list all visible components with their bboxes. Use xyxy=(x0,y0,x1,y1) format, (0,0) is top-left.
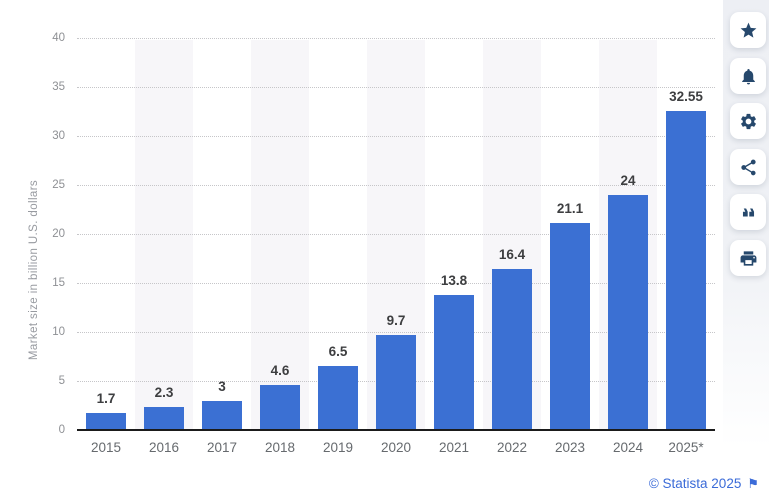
share-icon xyxy=(740,159,756,175)
printer-icon xyxy=(740,250,756,266)
flag-icon: ⚑ xyxy=(747,476,759,491)
bar-2015[interactable] xyxy=(86,413,126,430)
quote-icon xyxy=(742,208,754,216)
x-tick-label-2024: 2024 xyxy=(612,440,644,455)
y-tick-label-25: 25 xyxy=(52,178,65,191)
plot-band-2018 xyxy=(251,40,309,430)
gridline-35 xyxy=(77,87,715,88)
x-tick-label-2015: 2015 xyxy=(90,440,122,455)
x-tick-label-2025*: 2025* xyxy=(668,440,704,455)
cite-button[interactable] xyxy=(730,194,766,230)
value-label-2023: 21.1 xyxy=(556,201,584,217)
x-tick-label-2020: 2020 xyxy=(380,440,412,455)
statista-attribution-link[interactable]: © Statista 2025 ⚑ xyxy=(649,476,759,491)
gridline-30 xyxy=(77,136,715,137)
bar-2022[interactable] xyxy=(492,269,532,430)
bar-2025*[interactable] xyxy=(666,111,706,430)
value-label-2024: 24 xyxy=(620,172,636,188)
value-label-2016: 2.3 xyxy=(154,385,174,401)
plot-band-2016 xyxy=(135,40,193,430)
value-label-2025*: 32.55 xyxy=(669,89,703,104)
y-tick-label-0: 0 xyxy=(58,423,65,436)
bar-2016[interactable] xyxy=(144,407,184,430)
x-tick-label-2022: 2022 xyxy=(496,440,528,455)
value-label-2019: 6.5 xyxy=(328,344,348,360)
bar-2024[interactable] xyxy=(608,194,648,430)
y-tick-label-35: 35 xyxy=(52,80,65,93)
x-tick-label-2023: 2023 xyxy=(554,440,586,455)
y-tick-label-40: 40 xyxy=(52,31,65,44)
settings-button[interactable] xyxy=(730,103,766,139)
alerts-button[interactable] xyxy=(730,58,766,94)
x-axis-line xyxy=(77,429,715,431)
bar-2017[interactable] xyxy=(202,400,242,430)
y-tick-label-10: 10 xyxy=(52,325,65,338)
value-label-2020: 9.7 xyxy=(386,312,406,328)
bar-2021[interactable] xyxy=(434,294,474,430)
x-tick-label-2018: 2018 xyxy=(264,440,296,455)
star-icon xyxy=(740,22,756,38)
value-label-2018: 4.6 xyxy=(270,362,290,378)
gridline-10 xyxy=(77,332,715,333)
bar-2018[interactable] xyxy=(260,384,300,430)
attribution-text: © Statista 2025 xyxy=(648,476,742,491)
x-tick-label-2021: 2021 xyxy=(438,440,470,455)
gridline-40 xyxy=(77,38,715,39)
value-label-2021: 13.8 xyxy=(440,272,468,288)
x-tick-label-2017: 2017 xyxy=(206,440,238,455)
print-button[interactable] xyxy=(730,240,766,276)
y-tick-label-15: 15 xyxy=(52,276,65,289)
bell-icon xyxy=(741,68,755,84)
share-button[interactable] xyxy=(730,149,766,185)
y-tick-label-5: 5 xyxy=(58,374,65,387)
favorite-button[interactable] xyxy=(730,12,766,48)
gridline-25 xyxy=(77,185,715,186)
y-tick-label-30: 30 xyxy=(52,129,65,142)
plot-area: 0 5 10 15 20 25 30 35 40 1.7 2015 2.3 2016 3 2017 4.6 20… xyxy=(52,32,715,454)
bar-2023[interactable] xyxy=(550,223,590,430)
bar-2019[interactable] xyxy=(318,366,358,430)
bar-2020[interactable] xyxy=(376,334,416,430)
value-label-2017: 3 xyxy=(218,378,226,394)
value-label-2022: 16.4 xyxy=(498,247,526,263)
gridline-20 xyxy=(77,234,715,235)
x-tick-label-2019: 2019 xyxy=(322,440,354,455)
gear-icon xyxy=(740,113,756,129)
x-tick-label-2016: 2016 xyxy=(148,440,180,455)
gridline-15 xyxy=(77,283,715,284)
value-label-2015: 1.7 xyxy=(96,391,116,407)
y-tick-label-20: 20 xyxy=(52,227,65,240)
